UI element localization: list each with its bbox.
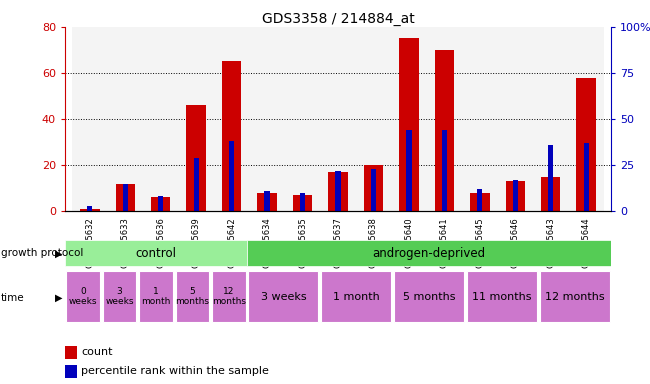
Bar bbox=[103, 271, 136, 322]
Bar bbox=[364, 165, 384, 211]
Bar bbox=[65, 240, 247, 266]
Bar bbox=[66, 271, 100, 322]
Bar bbox=[292, 195, 312, 211]
Text: ▶: ▶ bbox=[55, 248, 63, 258]
Bar bbox=[584, 143, 589, 211]
Bar bbox=[442, 130, 447, 211]
Text: control: control bbox=[135, 247, 177, 260]
Text: percentile rank within the sample: percentile rank within the sample bbox=[81, 366, 269, 376]
Bar bbox=[370, 169, 376, 211]
Bar bbox=[467, 271, 537, 322]
Bar bbox=[356, 27, 391, 211]
Bar bbox=[462, 27, 497, 211]
Text: 12 months: 12 months bbox=[545, 291, 604, 302]
Bar bbox=[229, 141, 234, 211]
Bar bbox=[179, 27, 214, 211]
Text: 3 weeks: 3 weeks bbox=[261, 291, 306, 302]
Bar bbox=[470, 193, 489, 211]
Bar bbox=[391, 27, 426, 211]
Bar bbox=[533, 27, 569, 211]
Text: ▶: ▶ bbox=[55, 293, 63, 303]
Bar bbox=[328, 172, 348, 211]
Bar bbox=[426, 27, 462, 211]
Text: growth protocol: growth protocol bbox=[1, 248, 83, 258]
Bar bbox=[107, 27, 143, 211]
Bar bbox=[577, 78, 596, 211]
Bar bbox=[187, 105, 206, 211]
Bar bbox=[212, 271, 246, 322]
Bar bbox=[497, 27, 533, 211]
Bar bbox=[214, 27, 250, 211]
Bar bbox=[116, 184, 135, 211]
Bar bbox=[158, 197, 163, 211]
Bar bbox=[257, 193, 277, 211]
Text: 11 months: 11 months bbox=[472, 291, 532, 302]
Bar bbox=[176, 271, 209, 322]
Bar bbox=[513, 180, 518, 211]
Bar bbox=[540, 271, 610, 322]
Bar bbox=[139, 271, 173, 322]
Text: androgen-deprived: androgen-deprived bbox=[372, 247, 486, 260]
Bar bbox=[335, 170, 341, 211]
Bar bbox=[194, 158, 199, 211]
Text: 3
weeks: 3 weeks bbox=[105, 287, 134, 306]
Text: 0
weeks: 0 weeks bbox=[69, 287, 97, 306]
Bar bbox=[80, 209, 99, 211]
Bar bbox=[222, 61, 241, 211]
Bar bbox=[394, 271, 464, 322]
Bar bbox=[72, 27, 107, 211]
Text: 1
month: 1 month bbox=[141, 287, 171, 306]
Bar bbox=[65, 346, 77, 359]
Text: 5
months: 5 months bbox=[176, 287, 209, 306]
Text: count: count bbox=[81, 347, 113, 357]
Text: 1 month: 1 month bbox=[333, 291, 380, 302]
Bar bbox=[265, 191, 270, 211]
Bar bbox=[248, 271, 318, 322]
Title: GDS3358 / 214884_at: GDS3358 / 214884_at bbox=[261, 12, 415, 26]
Bar bbox=[435, 50, 454, 211]
Bar bbox=[569, 27, 604, 211]
Bar bbox=[320, 27, 356, 211]
Bar bbox=[247, 240, 611, 266]
Bar bbox=[300, 193, 306, 211]
Bar bbox=[321, 271, 391, 322]
Bar bbox=[541, 177, 560, 211]
Bar bbox=[250, 27, 285, 211]
Text: 5 months: 5 months bbox=[403, 291, 455, 302]
Bar bbox=[285, 27, 320, 211]
Bar bbox=[87, 206, 92, 211]
Text: 12
months: 12 months bbox=[212, 287, 246, 306]
Bar bbox=[123, 184, 128, 211]
Bar bbox=[477, 189, 482, 211]
Bar bbox=[406, 130, 411, 211]
Bar bbox=[65, 365, 77, 378]
Bar bbox=[506, 181, 525, 211]
Bar bbox=[143, 27, 179, 211]
Bar bbox=[151, 197, 170, 211]
Bar bbox=[548, 145, 553, 211]
Text: time: time bbox=[1, 293, 24, 303]
Bar bbox=[399, 38, 419, 211]
